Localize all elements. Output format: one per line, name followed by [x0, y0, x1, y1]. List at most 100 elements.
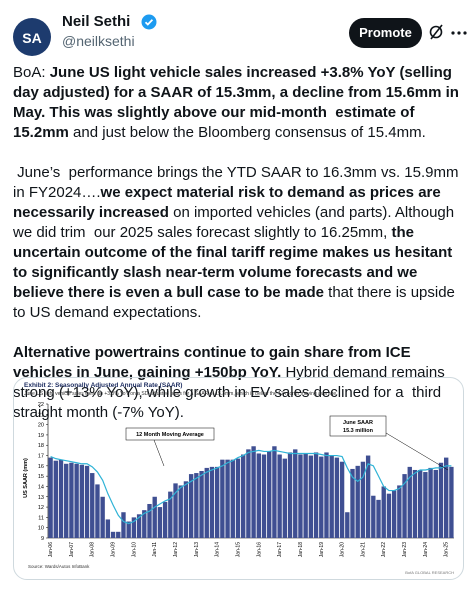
bar: [319, 456, 324, 538]
bar: [339, 461, 345, 538]
x-tick-label: Jan-20: [340, 542, 346, 558]
bar: [64, 463, 69, 538]
bar: [241, 454, 246, 538]
bar: [230, 459, 235, 538]
bar: [209, 466, 215, 538]
annotation-box: [125, 427, 215, 441]
bar: [199, 471, 204, 538]
bar: [261, 454, 267, 538]
x-tick-label: Jan-16: [256, 542, 262, 558]
bar: [360, 461, 366, 538]
chart-title: Exhibit 2: Seasonally Adjusted Annual Ra…: [24, 382, 182, 389]
bar: [267, 451, 272, 538]
x-tick-label: Jan-14: [215, 542, 221, 558]
promote-button[interactable]: Promote: [349, 18, 422, 48]
chart: Exhibit 2: Seasonally Adjusted Annual Ra…: [23, 382, 454, 575]
bar: [100, 496, 105, 538]
grok-icon[interactable]: [429, 24, 443, 40]
bar: [449, 466, 454, 538]
bar: [355, 465, 360, 538]
logo-glyph: SA: [22, 30, 41, 46]
x-tick-label: Jan-11: [152, 542, 158, 557]
paragraph: BoA: June US light vehicle sales increas…: [13, 63, 465, 143]
bar: [386, 493, 392, 538]
x-tick-label: Jan-15: [235, 542, 241, 558]
y-tick-label: 12: [38, 505, 44, 511]
bar: [116, 531, 121, 538]
bar: [293, 449, 298, 538]
bar: [58, 459, 64, 538]
x-tick-label: Jan-18: [298, 542, 304, 558]
bar: [428, 467, 433, 538]
y-tick-label: 21: [38, 412, 44, 418]
avatar[interactable]: SA: [13, 18, 51, 56]
bar: [95, 484, 100, 538]
bar: [277, 454, 282, 538]
bar: [183, 481, 189, 538]
text: BoA:: [13, 64, 50, 81]
bar: [313, 452, 319, 538]
y-tick-label: 20: [38, 423, 44, 429]
bar: [126, 521, 131, 538]
x-tick-label: Jan-13: [194, 542, 200, 558]
bar: [350, 468, 355, 538]
bar: [220, 459, 225, 538]
bar: [282, 458, 288, 538]
text: and just below the Bloomberg consensus o…: [68, 124, 426, 141]
bar: [74, 463, 79, 538]
x-tick-label: Jan-09: [111, 542, 117, 558]
author-name[interactable]: Neil Sethi: [62, 13, 131, 30]
bar: [376, 499, 381, 538]
x-tick-label: Jan-08: [90, 542, 96, 558]
bar: [433, 469, 438, 538]
annotation-arrow: [153, 439, 165, 467]
bar: [121, 512, 126, 538]
bar: [329, 455, 334, 538]
bold-text: the uncertain outcome of the final tarif…: [13, 224, 457, 301]
paragraph: June’s performance brings the YTD SAAR t…: [13, 163, 465, 323]
chart-credit: BofA GLOBAL RESEARCH: [405, 570, 454, 575]
bar: [272, 446, 277, 538]
bar: [173, 483, 178, 538]
text: on imported vehicles (and parts). Althou…: [13, 204, 459, 241]
paragraph: Alternative powertrains continue to gain…: [13, 343, 465, 423]
moving-average-line: [50, 449, 452, 525]
bar: [90, 473, 95, 538]
bar: [147, 503, 152, 538]
x-tick-label: Jan-10: [131, 542, 137, 558]
y-tick-label: 11: [38, 515, 44, 521]
bar: [246, 449, 251, 538]
bar: [298, 454, 303, 538]
y-tick-label: 15: [38, 474, 44, 480]
chart-source: Source: Wards/Autos InfoBank: [28, 564, 90, 569]
bar: [412, 469, 418, 538]
bar: [381, 486, 386, 538]
bar: [287, 452, 293, 538]
bar: [152, 496, 157, 538]
x-tick-label: Jan-23: [402, 542, 408, 558]
tweet-media[interactable]: Exhibit 2: Seasonally Adjusted Annual Ra…: [13, 377, 464, 580]
bar: [324, 452, 329, 538]
x-tick-label: Jan-07: [69, 542, 75, 558]
avatar-logo: SA: [22, 30, 41, 46]
annotation-label: 12 Month Moving Average: [136, 432, 204, 438]
x-tick-label: Jan-21: [360, 542, 366, 558]
bar: [391, 490, 397, 538]
bar: [417, 469, 423, 538]
bar: [225, 459, 230, 538]
tweet-text: BoA: June US light vehicle sales increas…: [13, 63, 465, 443]
annotation-box: [329, 415, 387, 437]
bar: [53, 460, 58, 538]
bar: [251, 446, 256, 538]
bar: [188, 474, 194, 538]
more-icon[interactable]: [451, 31, 467, 35]
bar: [402, 474, 407, 538]
bar: [308, 455, 314, 538]
y-tick-label: 16: [38, 464, 44, 470]
y-tick-label: 17: [38, 454, 44, 460]
x-tick-label: Jan-17: [277, 542, 283, 558]
bar: [48, 457, 53, 538]
author-handle[interactable]: @neilksethi: [62, 33, 135, 49]
x-tick-label: Jan-24: [423, 542, 429, 558]
